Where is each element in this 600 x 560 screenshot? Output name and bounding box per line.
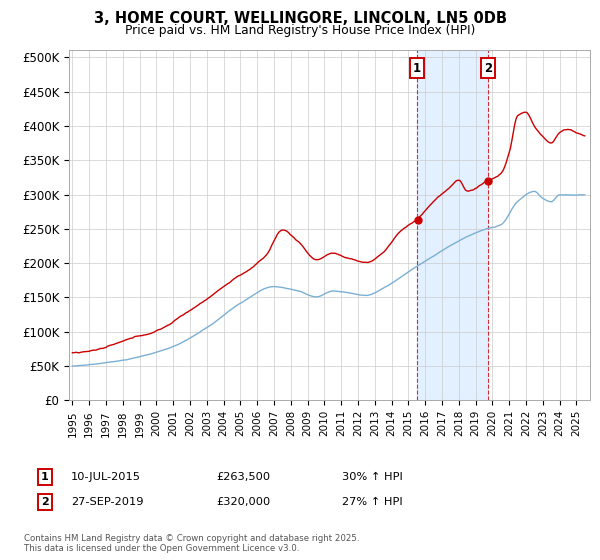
Text: 2: 2 — [41, 497, 49, 507]
Text: Contains HM Land Registry data © Crown copyright and database right 2025.
This d: Contains HM Land Registry data © Crown c… — [24, 534, 359, 553]
Text: 27-SEP-2019: 27-SEP-2019 — [71, 497, 143, 507]
Text: 27% ↑ HPI: 27% ↑ HPI — [342, 497, 403, 507]
Text: 1: 1 — [41, 472, 49, 482]
Bar — [417, 50, 488, 400]
Text: 1: 1 — [413, 62, 421, 74]
Text: Price paid vs. HM Land Registry's House Price Index (HPI): Price paid vs. HM Land Registry's House … — [125, 24, 475, 36]
Text: 10-JUL-2015: 10-JUL-2015 — [71, 472, 141, 482]
Text: 3, HOME COURT, WELLINGORE, LINCOLN, LN5 0DB: 3, HOME COURT, WELLINGORE, LINCOLN, LN5 … — [94, 11, 506, 26]
Text: £320,000: £320,000 — [216, 497, 270, 507]
Text: 30% ↑ HPI: 30% ↑ HPI — [342, 472, 403, 482]
Text: £263,500: £263,500 — [216, 472, 270, 482]
Text: 2: 2 — [484, 62, 492, 74]
